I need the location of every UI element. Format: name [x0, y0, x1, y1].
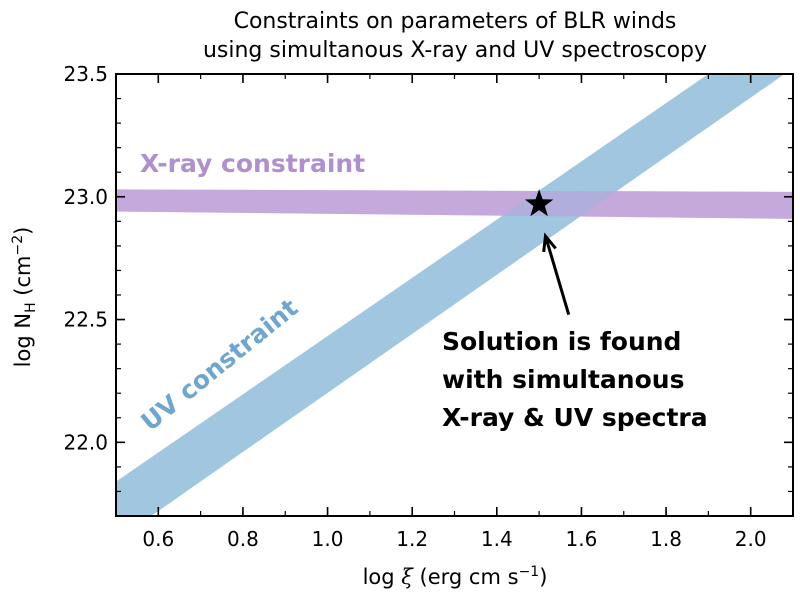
- x-axis-label-unit: (erg cm s: [413, 565, 519, 589]
- x-axis-label: log ξ (erg cm s−1): [363, 564, 548, 589]
- x-axis-label-close: ): [539, 565, 547, 589]
- solution-star-marker: [524, 189, 554, 217]
- y-tick-label: 23.5: [63, 62, 108, 86]
- y-tick-label: 22.5: [63, 308, 108, 332]
- y-axis-label-unit: (cm: [11, 256, 35, 303]
- x-tick-label: 1.0: [312, 527, 344, 551]
- y-tick-label: 22.0: [63, 430, 108, 454]
- uv-constraint-band: [116, 74, 785, 516]
- x-axis-label-symbol: ξ: [401, 565, 414, 589]
- y-axis-label-subscript: H: [23, 302, 39, 313]
- marks-layer: [524, 189, 571, 316]
- xray-uv-overlap: [116, 189, 793, 219]
- xray-constraint-label: X-ray constraint: [140, 149, 365, 178]
- annotation-arrow-shaft: [544, 235, 571, 316]
- x-tick-label: 1.2: [396, 527, 428, 551]
- annotation-line-3: X-ray & UV spectra: [442, 403, 708, 432]
- y-axis-label-close: ): [11, 227, 35, 235]
- x-axis-label-prefix: log: [363, 565, 402, 589]
- x-tick-label: 1.4: [481, 527, 513, 551]
- bands-layer: [116, 74, 793, 516]
- chart-title: Constraints on parameters of BLR winds: [234, 9, 677, 34]
- ticks-layer: 0.6 0.8 1.0 1.2 1.4 1.6 1.8 2.0 22.0 22.5 23.0 23.5: [63, 62, 794, 551]
- y-tick-label: 23.0: [63, 185, 108, 209]
- x-tick-label: 2.0: [735, 527, 767, 551]
- annotation-arrow-head: [542, 232, 557, 253]
- x-axis-label-exponent: −1: [519, 564, 540, 580]
- y-axis-label-exponent: −2: [10, 235, 26, 256]
- x-tick-label: 0.6: [142, 527, 174, 551]
- annotation-line-2: with simultanous: [442, 365, 684, 394]
- y-axis-label: log NH (cm−2): [10, 227, 39, 368]
- x-tick-label: 1.8: [650, 527, 682, 551]
- x-tick-label: 0.8: [227, 527, 259, 551]
- chart-subtitle: using simultanous X-ray and UV spectrosc…: [203, 38, 707, 63]
- annotation-text: Solution is found with simultanous X-ray…: [442, 327, 708, 432]
- y-axis-label-prefix: log N: [11, 313, 35, 367]
- annotation-line-1: Solution is found: [442, 327, 681, 356]
- x-tick-label: 1.6: [566, 527, 598, 551]
